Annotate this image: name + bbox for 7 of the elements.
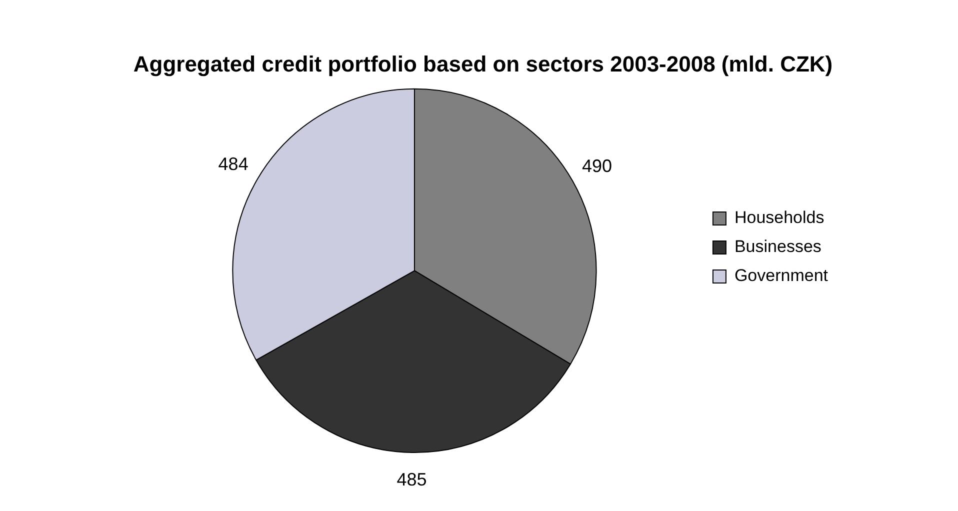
legend-label: Government (734, 266, 828, 286)
data-label: 485 (396, 469, 427, 490)
chart-title: Aggregated credit portfolio based on sectors 2003-2008 (mld. CZK) (133, 51, 833, 76)
data-label: 484 (218, 154, 248, 174)
data-label: 490 (582, 156, 612, 176)
legend-label: Businesses (734, 237, 822, 256)
legend-label: Households (734, 208, 824, 228)
